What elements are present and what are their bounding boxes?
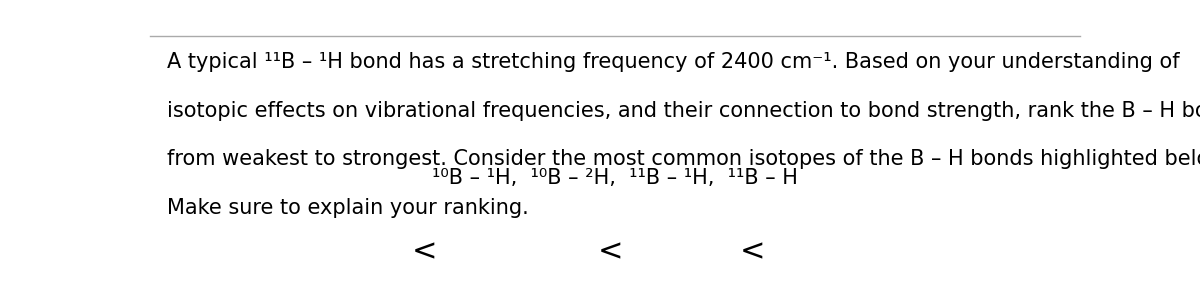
Text: <: < — [740, 237, 766, 266]
Text: <: < — [412, 237, 437, 266]
Text: <: < — [598, 237, 623, 266]
Text: isotopic effects on vibrational frequencies, and their connection to bond streng: isotopic effects on vibrational frequenc… — [167, 101, 1200, 121]
Text: A typical ¹¹B – ¹H bond has a stretching frequency of 2400 cm⁻¹. Based on your u: A typical ¹¹B – ¹H bond has a stretching… — [167, 52, 1180, 72]
Text: ¹⁰B – ¹H,  ¹⁰B – ²H,  ¹¹B – ¹H,  ¹¹B – H: ¹⁰B – ¹H, ¹⁰B – ²H, ¹¹B – ¹H, ¹¹B – H — [432, 168, 798, 188]
Text: Make sure to explain your ranking.: Make sure to explain your ranking. — [167, 198, 528, 218]
Text: from weakest to strongest. Consider the most common isotopes of the B – H bonds : from weakest to strongest. Consider the … — [167, 149, 1200, 169]
